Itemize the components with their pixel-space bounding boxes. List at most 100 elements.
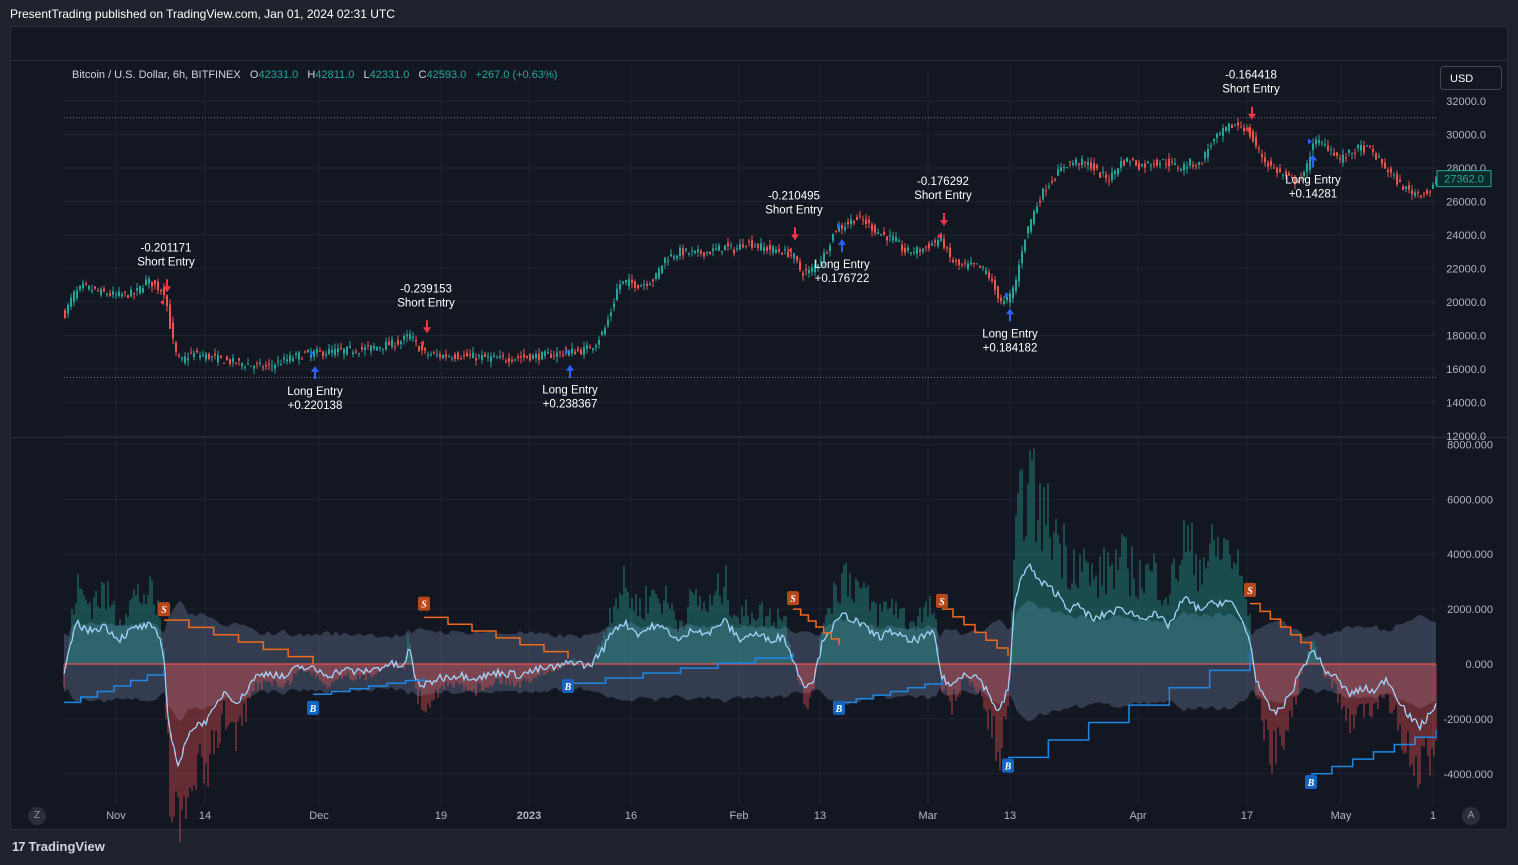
short-entry-arrow-icon [1248, 106, 1256, 120]
currency-button[interactable]: USD [1440, 66, 1502, 90]
zoom-button[interactable]: Z [28, 807, 46, 825]
candle-body [1435, 178, 1437, 185]
candle-body [1156, 159, 1158, 166]
candle-body [877, 232, 879, 234]
candle-body [457, 352, 459, 359]
candle-body [169, 304, 171, 329]
candle-body [988, 272, 990, 278]
x-tick-label: 1 [1430, 810, 1436, 822]
candle-body [817, 264, 819, 267]
candle-body [1036, 206, 1038, 213]
candle-body [985, 270, 987, 274]
candle-body [844, 226, 846, 231]
candle-body [1195, 165, 1197, 167]
candle-body [664, 257, 666, 264]
candle-body [370, 345, 372, 352]
candle-body [361, 346, 363, 350]
candle-body [1117, 168, 1119, 175]
badge-letter: B [1307, 778, 1315, 789]
candle-body [1270, 160, 1272, 166]
short-entry-label: Short Entry [1222, 84, 1280, 96]
candle-body [1123, 160, 1125, 166]
candle-body [766, 247, 768, 251]
oscillator-tick-label: 6000.000 [1447, 494, 1493, 506]
candle-body [811, 267, 813, 272]
axes: Nov 14 Dec 19 2023 16 Feb 13 Mar 13 Apr 17 May 1 32000… [106, 96, 1493, 822]
tradingview-logo[interactable]: 17 TradingView [12, 839, 105, 854]
candle-body [1030, 219, 1032, 232]
auto-scale-button[interactable]: A [1462, 807, 1480, 825]
long-entry-label: Long Entry [287, 386, 343, 398]
candle-body [931, 243, 933, 246]
candle-body [265, 365, 267, 367]
candle-body [934, 240, 936, 243]
candle-body [583, 347, 585, 355]
candle-body [562, 354, 564, 356]
candle-body [838, 226, 840, 232]
candle-body [241, 363, 243, 367]
candle-body [352, 352, 354, 355]
last-price-label: 27362.0 [1444, 174, 1484, 186]
x-tick-label: 13 [1004, 810, 1016, 822]
candle-body [1369, 145, 1371, 147]
candle-body [301, 358, 303, 360]
candle-body [619, 284, 621, 290]
candle-body [1177, 167, 1179, 169]
candle-body [553, 355, 555, 357]
candle-body [145, 279, 147, 285]
lower-trail-line [568, 653, 794, 684]
candle-body [1153, 163, 1155, 165]
candle-body [127, 295, 129, 298]
candle-body [721, 251, 723, 253]
candle-body [106, 294, 108, 296]
candle-body [637, 284, 639, 289]
candle-body [1255, 136, 1257, 147]
candle-body [889, 235, 891, 237]
candle-body [613, 303, 615, 308]
candle-body [568, 350, 570, 356]
candle-body [727, 242, 729, 247]
candle-body [1078, 164, 1080, 166]
candle-body [1303, 172, 1305, 176]
candle-body [367, 345, 369, 347]
candle-body [313, 351, 315, 357]
candle-body [886, 236, 888, 241]
candle-body [256, 363, 258, 365]
candle-body [1225, 126, 1227, 131]
candle-body [1162, 159, 1164, 161]
candle-body [541, 352, 543, 360]
candle-body [289, 355, 291, 362]
candle-body [1267, 162, 1269, 167]
upper-trail-line [942, 608, 1009, 656]
long-entry-arrow-icon [838, 238, 846, 252]
candle-body [754, 246, 756, 248]
candle-body [1072, 162, 1074, 165]
candle-body [805, 269, 807, 271]
candle-body [670, 254, 672, 257]
x-tick-label: May [1331, 810, 1352, 822]
candle-body [1186, 166, 1188, 169]
candle-body [1240, 126, 1242, 128]
long-entry-arrow-icon [1309, 154, 1317, 168]
candle-body [406, 334, 408, 337]
candle-body [1312, 143, 1314, 150]
candle-body [232, 357, 234, 363]
x-tick-label: Mar [919, 810, 938, 822]
candle-body [1048, 185, 1050, 188]
x-tick-label: 16 [625, 810, 637, 822]
candle-body [979, 265, 981, 268]
candle-body [706, 252, 708, 254]
price-tick-label: 14000.0 [1446, 398, 1486, 410]
candle-body [1432, 184, 1434, 189]
candle-body [772, 246, 774, 253]
candle-body [340, 347, 342, 350]
candle-body [508, 357, 510, 362]
candle-body [529, 353, 531, 361]
candle-body [205, 353, 207, 360]
candle-body [286, 359, 288, 362]
candle-body [349, 346, 351, 348]
candle-body [1135, 160, 1137, 166]
x-tick-label: 14 [199, 810, 211, 822]
candle-body [412, 336, 414, 339]
